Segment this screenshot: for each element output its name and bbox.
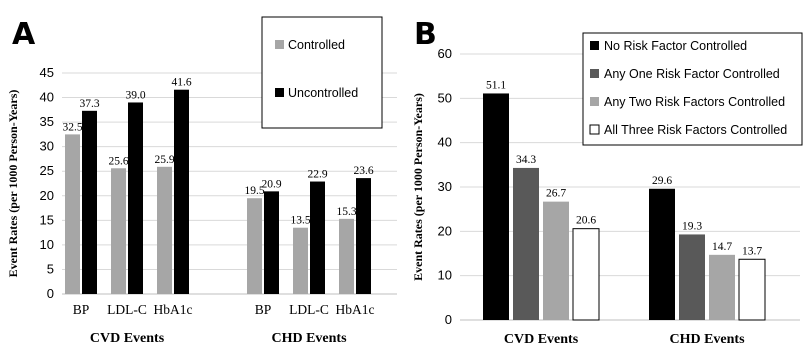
panel-b-y-tick-label: 20 [438,223,452,238]
panel-a-y-tick-label: 25 [40,163,54,178]
panel-b-y-tick-label: 40 [438,135,452,150]
panel-a-bar [264,191,279,294]
panel-a-y-tick-label: 20 [40,188,54,203]
panel-b-legend: No Risk Factor Controlled Any One Risk Fa… [582,32,803,146]
panel-a-legend-label: Uncontrolled [288,86,358,100]
panel-a-y-tick-label: 10 [40,237,54,252]
panel-b-bar [649,188,675,320]
panel-a-y-tick-label: 40 [40,90,54,105]
panel-b-legend-swatch [590,97,599,106]
panel-b-bar [483,93,509,320]
panel-b-legend-swatch [589,124,600,135]
panel-b-y-tick-label: 50 [438,90,452,105]
panel-a-legend-label: Controlled [288,38,345,52]
panel-a-bar [174,89,189,294]
panel-a-legend: Controlled Uncontrolled [261,16,383,129]
panel-a-legend-swatch [275,88,284,97]
panel-b-data-label: 19.3 [682,220,702,232]
panel-a-y-tick-label: 45 [40,65,54,80]
panel-a-y-tick-label: 0 [47,286,54,301]
panel-a-y-tick-label: 30 [40,139,54,154]
panel-a-data-label: 39.0 [125,89,145,101]
panel-a-y-tick-label: 5 [47,261,54,276]
panel-b-bar [513,167,539,320]
panel-a-group-label: CHD Events [271,331,347,346]
panel-b-letter: B [414,17,437,52]
panel-a-bar [356,178,371,294]
panel-a-data-label: 20.9 [261,178,281,190]
panel-a-bar [293,227,308,294]
panel-b-y-tick-label: 0 [445,312,452,327]
panel-b-y-tick-label: 60 [438,46,452,61]
panel-a-category-label: BP [255,302,272,317]
panel-b-category-label: CHD Events [669,332,745,347]
panel-b-bar [738,258,766,321]
panel-a-y-axis-label: Event Rates (per 1000 Person-Years) [6,90,20,278]
panel-a-data-label: 22.9 [307,169,327,181]
panel-a-data-label: 32.5 [62,121,82,133]
panel-a-data-label: 25.9 [154,154,174,166]
panel-b-bar [679,234,705,320]
panel-a-bar [111,168,126,294]
panel-b-data-label: 14.7 [712,241,732,253]
panel-b-legend-label: No Risk Factor Controlled [604,39,747,53]
panel-a-bar [82,110,97,294]
panel-b-category-label: CVD Events [504,332,579,347]
panel-a-bar [247,198,262,294]
panel-a: A Event Rates (per 1000 Person-Years) 0 5… [6,16,397,346]
panel-a-letter: A [12,17,36,52]
panel-a-category-label: LDL-C [107,302,147,317]
panel-b-data-label: 34.3 [516,154,536,166]
panel-b-bar [543,201,569,320]
panel-b-bar [709,254,735,320]
panel-a-category-label: HbA1c [336,302,375,317]
panel-a-legend-swatch [275,40,284,49]
panel-a-category-label: BP [73,302,90,317]
panel-a-data-label: 19.5 [244,185,264,197]
panel-a-data-label: 37.3 [79,98,99,110]
panel-a-category-label: HbA1c [154,302,193,317]
panel-b-data-label: 26.7 [546,188,566,200]
panel-b-y-tick-label: 30 [438,179,452,194]
panel-a-group-label: CVD Events [90,331,165,346]
panel-b-data-label: 20.6 [576,215,596,227]
panel-b-y-tick-label: 10 [438,268,452,283]
panel-a-data-label: 15.3 [336,206,356,218]
panel-b-legend-swatch [590,41,599,50]
panel-b-legend-box [582,32,803,146]
panel-a-y-tick-label: 15 [40,212,54,227]
panel-b-data-label: 51.1 [486,79,506,91]
panel-b-legend-label: Any Two Risk Factors Controlled [604,95,785,109]
panel-a-data-label: 25.6 [108,155,128,167]
panel-a-data-label: 13.5 [290,215,310,227]
panel-b: B Event Rates (per 1000 Person-Years) 0 1… [411,17,803,347]
panel-a-bar [310,181,325,294]
panel-a-y-tick-label: 35 [40,114,54,129]
panel-a-category-label: LDL-C [289,302,329,317]
panel-a-bar [157,166,172,294]
panel-a-data-label: 23.6 [353,165,373,177]
panel-b-y-axis-label: Event Rates (per 1000 Person-Years) [411,93,425,281]
panel-a-legend-box [261,16,383,129]
panel-b-data-label: 13.7 [742,245,762,257]
panel-b-bar [572,228,600,321]
panel-a-data-label: 41.6 [171,77,191,89]
panel-b-legend-label: All Three Risk Factors Controlled [604,123,787,137]
panel-b-data-label: 29.6 [652,175,672,187]
panel-a-bar [339,218,354,294]
panel-b-legend-label: Any One Risk Factor Controlled [604,67,780,81]
panel-a-bar [65,134,80,294]
panel-a-bar [128,102,143,294]
panel-b-legend-swatch [590,69,599,78]
